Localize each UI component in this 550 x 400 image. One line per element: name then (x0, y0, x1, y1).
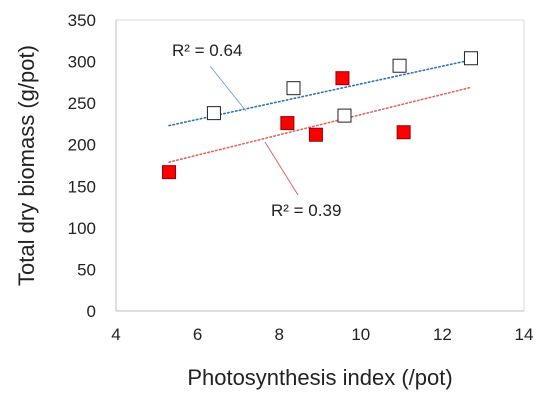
y-tick-label: 100 (68, 219, 96, 238)
y-tick-label: 250 (68, 94, 96, 113)
r2-leader-line-series-1 (209, 65, 247, 112)
filled-square-marker (396, 125, 411, 140)
filled-square-marker (308, 127, 323, 142)
y-tick-label: 350 (68, 11, 96, 30)
x-axis-title: Photosynthesis index (/pot) (187, 365, 452, 390)
filled-square-marker (335, 71, 350, 86)
tick-labels: 4 6 8 10 12 14 0 50 100 150 200 250 300 350 (68, 11, 534, 344)
axes (115, 20, 524, 312)
x-tick-label: 12 (433, 325, 452, 344)
plot-area (115, 19, 525, 312)
r2-leader-line-series-2 (264, 141, 299, 196)
r2-label-series-2: R² = 0.39 (271, 201, 341, 220)
x-tick-label: 14 (515, 325, 534, 344)
x-tick-label: 8 (274, 325, 283, 344)
open-square-marker (463, 51, 478, 66)
data-markers (162, 51, 478, 180)
x-tick-label: 10 (351, 325, 370, 344)
y-tick-label: 0 (87, 302, 96, 321)
open-square-marker (286, 81, 301, 96)
y-tick-label: 300 (68, 53, 96, 72)
open-square-marker (392, 58, 407, 73)
annotations: R² = 0.64 R² = 0.39 (172, 41, 341, 220)
filled-square-marker (280, 116, 295, 131)
trendline-series-2 (168, 86, 472, 163)
y-axis-title: Total dry biomass (g/pot) (14, 45, 39, 286)
r2-label-series-1: R² = 0.64 (172, 41, 242, 60)
open-square-marker (206, 106, 221, 121)
x-tick-label: 4 (111, 325, 120, 344)
y-tick-label: 50 (77, 260, 96, 279)
y-tick-label: 150 (68, 177, 96, 196)
y-tick-label: 200 (68, 136, 96, 155)
open-square-marker (337, 108, 352, 123)
x-tick-label: 6 (193, 325, 202, 344)
plot-frame (115, 19, 525, 312)
filled-square-marker (162, 165, 177, 180)
